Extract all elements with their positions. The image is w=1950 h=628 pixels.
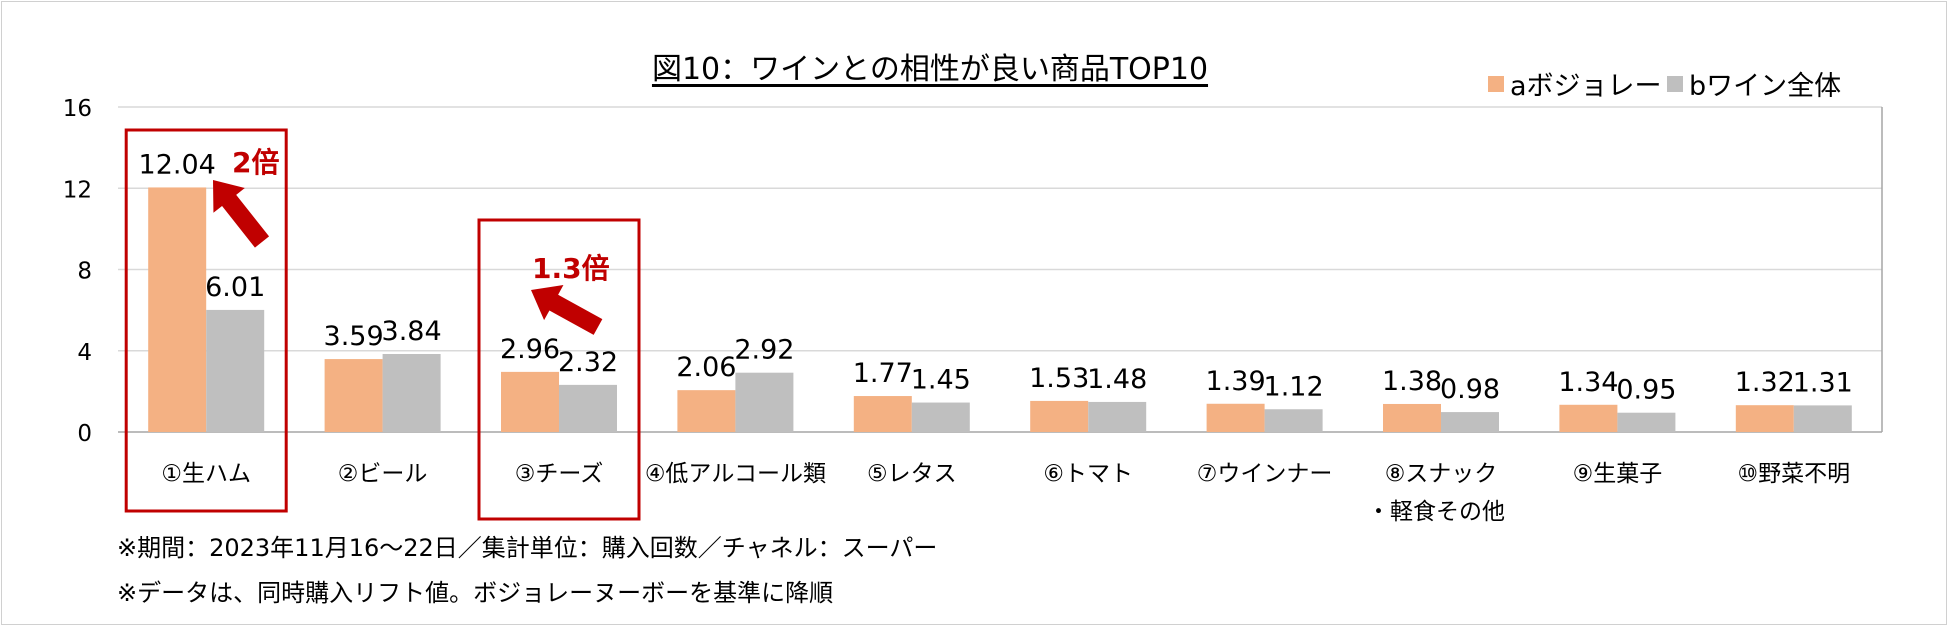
bar-a bbox=[501, 371, 559, 432]
category-label: ⑤レタス bbox=[867, 461, 957, 487]
bar-b bbox=[1088, 401, 1147, 432]
data-label-b: 1.12 bbox=[1264, 371, 1324, 402]
category-label: ・軽食その他 bbox=[1367, 499, 1505, 525]
legend-item-a: aボジョレー bbox=[1488, 64, 1662, 103]
data-label-b: 0.98 bbox=[1440, 374, 1500, 405]
data-label-a: 1.77 bbox=[853, 358, 913, 389]
legend-swatch-a bbox=[1488, 75, 1504, 92]
category-label: ①生ハム bbox=[161, 461, 251, 487]
data-label-a: 1.34 bbox=[1558, 367, 1618, 398]
data-label-b: 3.84 bbox=[382, 316, 442, 347]
data-label-b: 1.31 bbox=[1793, 367, 1853, 398]
y-tick-label: 16 bbox=[63, 96, 92, 122]
legend-item-b: bワイン全体 bbox=[1667, 64, 1841, 103]
category-label: ⑥トマト bbox=[1043, 461, 1133, 487]
y-tick-label: 0 bbox=[77, 421, 92, 447]
highlight-box-nama-ham bbox=[124, 128, 288, 513]
chart-title: 図10：ワインとの相性が良い商品TOP10 bbox=[651, 52, 1209, 87]
data-label-a: 1.32 bbox=[1735, 367, 1795, 398]
bar-b bbox=[1617, 412, 1676, 432]
data-label-b: 2.32 bbox=[558, 347, 618, 378]
category-label: ④低アルコール類 bbox=[645, 461, 826, 487]
bar-a bbox=[677, 390, 736, 432]
bar-b bbox=[206, 309, 265, 432]
legend-swatch-b bbox=[1667, 75, 1683, 92]
y-tick-label: 4 bbox=[77, 340, 92, 366]
category-label: ⑦ウインナー bbox=[1197, 461, 1333, 487]
arrow-up-cheese bbox=[531, 285, 603, 335]
legend-label-b: bワイン全体 bbox=[1689, 71, 1842, 102]
annotation-1-3x: 1.3倍 bbox=[532, 252, 610, 285]
bar-a bbox=[1559, 404, 1618, 432]
category-label: ③チーズ bbox=[515, 461, 603, 487]
bar-b bbox=[1793, 405, 1852, 432]
data-label-b: 2.92 bbox=[734, 335, 794, 366]
bar-b bbox=[1441, 412, 1499, 432]
bar-a bbox=[1735, 405, 1794, 432]
bar-b bbox=[911, 402, 970, 432]
data-label-a: 2.06 bbox=[676, 352, 736, 383]
footnote-definition: ※データは、同時購入リフト値。ボジョレーヌーボーを基準に降順 bbox=[117, 579, 834, 607]
data-label-a: 1.39 bbox=[1206, 366, 1266, 397]
data-label-a: 3.59 bbox=[324, 321, 384, 352]
arrow-up-nama-ham bbox=[213, 180, 270, 248]
data-label-a: 12.04 bbox=[139, 149, 216, 180]
data-label-a: 1.53 bbox=[1029, 363, 1089, 394]
category-label: ⑧スナック bbox=[1385, 461, 1498, 487]
data-label-b: 0.95 bbox=[1616, 375, 1676, 406]
category-label: ⑩野菜不明 bbox=[1737, 461, 1850, 487]
bar-a bbox=[853, 396, 912, 432]
bar-a bbox=[1383, 403, 1441, 432]
category-label: ⑨生菓子 bbox=[1573, 461, 1663, 487]
data-label-b: 6.01 bbox=[205, 272, 265, 303]
bar-b bbox=[559, 384, 617, 432]
legend-label-a: aボジョレー bbox=[1510, 71, 1662, 102]
footnote-period: ※期間：2023年11月16～22日／集計単位：購入回数／チャネル：スーパー bbox=[117, 534, 938, 562]
bar-b bbox=[735, 372, 794, 432]
annotation-2x: 2倍 bbox=[232, 146, 279, 179]
data-label-b: 1.48 bbox=[1087, 364, 1147, 395]
data-label-b: 1.45 bbox=[911, 365, 971, 396]
bar-a bbox=[148, 187, 207, 432]
y-tick-label: 12 bbox=[63, 177, 92, 203]
highlight-box-cheese bbox=[477, 218, 641, 521]
data-label-a: 2.96 bbox=[500, 334, 560, 365]
bar-a bbox=[1206, 403, 1265, 432]
y-tick-label: 8 bbox=[77, 259, 92, 285]
bar-b bbox=[382, 354, 441, 432]
bar-a bbox=[324, 359, 383, 432]
bar-b bbox=[1264, 409, 1323, 432]
category-label: ②ビール bbox=[338, 461, 428, 487]
bar-a bbox=[1030, 400, 1089, 432]
data-label-a: 1.38 bbox=[1382, 366, 1442, 397]
